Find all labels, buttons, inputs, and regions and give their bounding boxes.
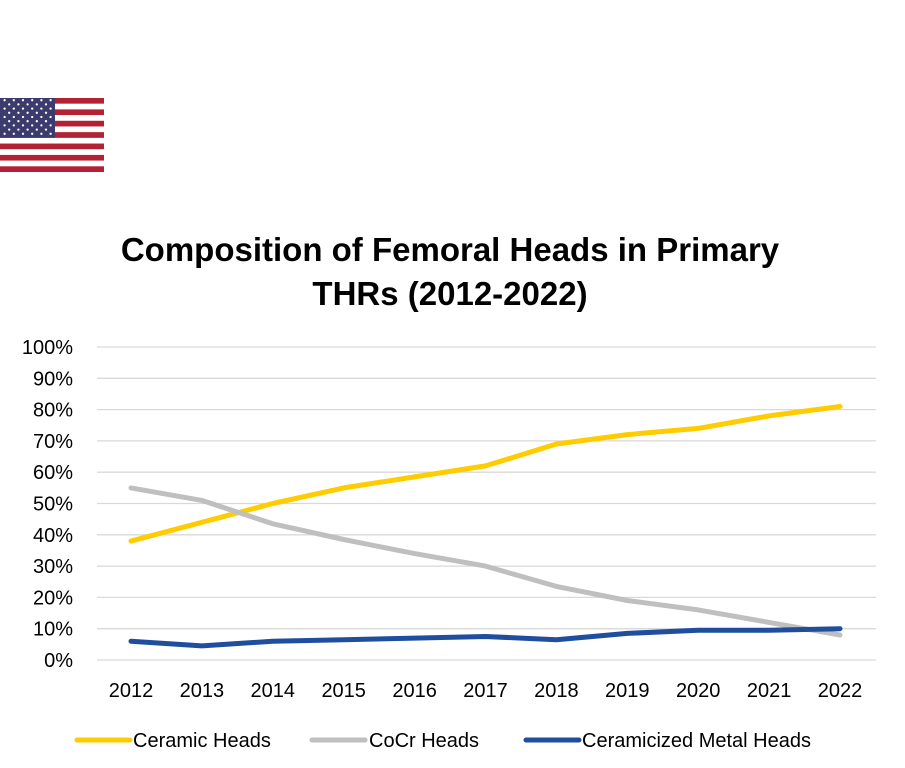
- y-tick-label: 80%: [33, 400, 73, 422]
- y-tick-label: 70%: [33, 431, 73, 453]
- x-tick-label: 2020: [676, 680, 721, 702]
- legend-label: Ceramicized Metal Heads: [582, 730, 811, 752]
- x-tick-label: 2019: [605, 680, 650, 702]
- legend-item-3: Ceramicized Metal Heads: [523, 730, 811, 752]
- legend-label: CoCr Heads: [369, 730, 479, 752]
- series-line-2: [128, 485, 843, 638]
- chart-title-line-1: Composition of Femoral Heads in Primary: [120, 231, 780, 268]
- y-tick-label: 100%: [22, 337, 73, 359]
- y-tick-label: 20%: [33, 587, 73, 609]
- x-axis-ticks: 2012 2013 2014 2015 2016 2017 2018 2019 2020 2021…: [109, 680, 863, 702]
- grid-lines: [97, 346, 876, 661]
- y-tick-label: 10%: [33, 619, 73, 641]
- x-tick-label: 2022: [818, 680, 863, 702]
- y-tick-label: 40%: [33, 525, 73, 547]
- x-tick-label: 2018: [534, 680, 579, 702]
- x-tick-label: 2017: [463, 680, 508, 702]
- chart-title: Composition of Femoral Heads in Primary …: [60, 228, 840, 316]
- legend-item-1: Ceramic Heads: [74, 730, 271, 752]
- legend: Ceramic Heads CoCr Heads Ceramicized Metal…: [74, 730, 811, 752]
- chart-title-line-2: THRs (2012-2022): [312, 275, 588, 312]
- x-tick-label: 2016: [392, 680, 437, 702]
- x-tick-label: 2012: [109, 680, 154, 702]
- series-lines: [128, 404, 843, 649]
- y-tick-label: 60%: [33, 462, 73, 484]
- legend-item-2: CoCr Heads: [309, 730, 479, 752]
- series-line-1: [128, 404, 843, 544]
- series-line-3: [128, 626, 843, 649]
- y-tick-label: 50%: [33, 494, 73, 516]
- x-tick-label: 2021: [747, 680, 792, 702]
- y-tick-label: 90%: [33, 368, 73, 390]
- y-tick-label: 30%: [33, 556, 73, 578]
- x-tick-label: 2014: [251, 680, 296, 702]
- y-tick-label: 0%: [44, 650, 73, 672]
- us-flag-icon: [0, 98, 104, 172]
- x-tick-label: 2015: [321, 680, 366, 702]
- y-axis-ticks: 0% 10% 20% 30% 40% 50% 60% 70% 80% 90% 100%: [22, 337, 73, 672]
- legend-label: Ceramic Heads: [133, 730, 271, 752]
- x-tick-label: 2013: [180, 680, 225, 702]
